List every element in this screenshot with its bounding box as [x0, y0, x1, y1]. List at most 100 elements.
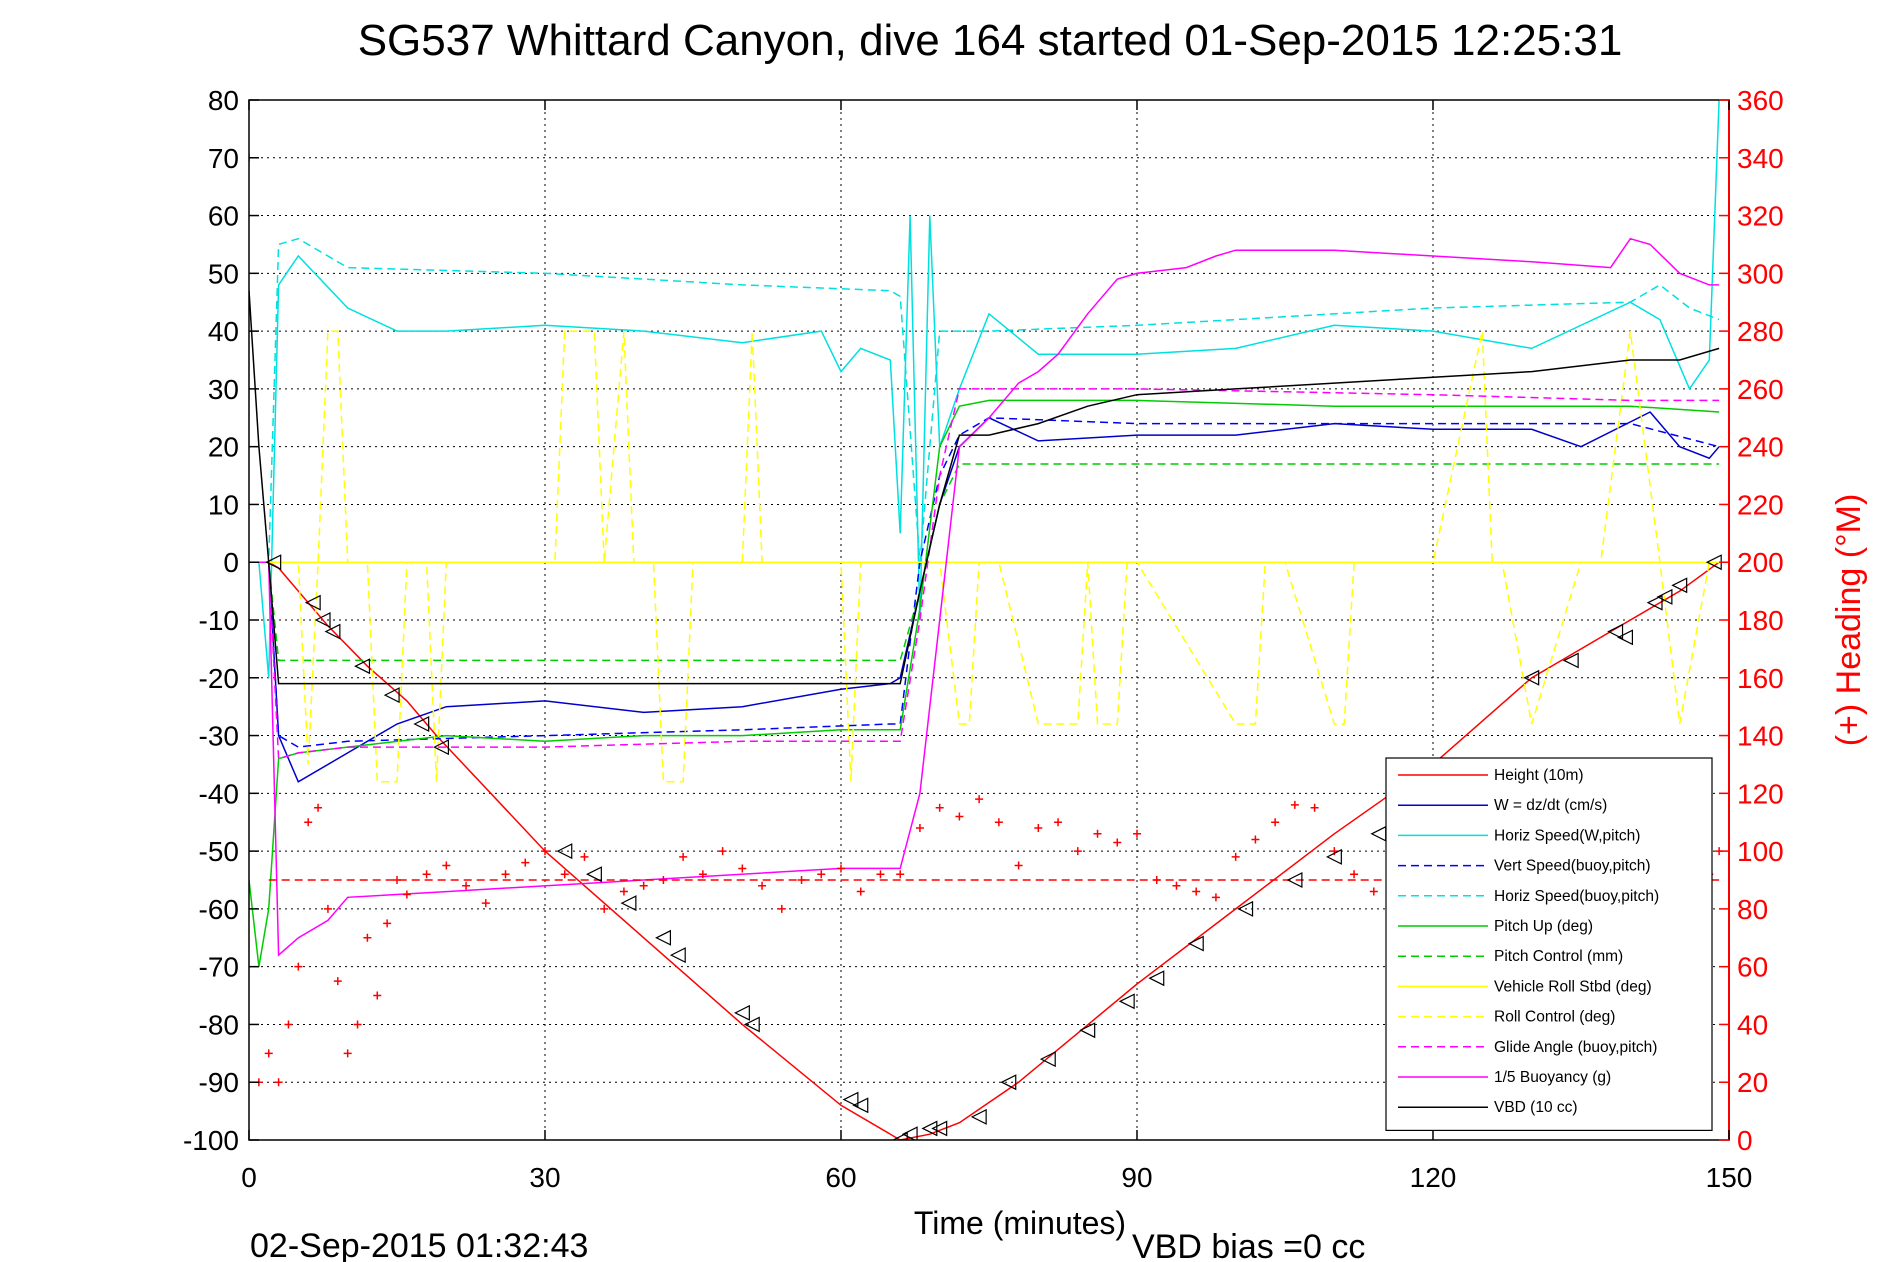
- y-left-tick-label: 10: [208, 489, 239, 520]
- triangle-marker: [1039, 1051, 1056, 1068]
- y-right-tick-label: 120: [1737, 778, 1784, 809]
- y-right-tick-label: 260: [1737, 374, 1784, 405]
- heading-point: [955, 812, 964, 821]
- heading-point: [1073, 847, 1082, 856]
- triangle-marker: [324, 623, 341, 640]
- legend-label: Pitch Up (deg): [1494, 918, 1593, 935]
- y-right-tick-label: 60: [1737, 952, 1768, 983]
- legend-label: Horiz Speed(W,pitch): [1494, 827, 1640, 844]
- heading-point: [1231, 852, 1240, 861]
- heading-point: [343, 1049, 352, 1058]
- right-axis-label: (+) Heading (°M): [1830, 494, 1868, 747]
- legend-label: Glide Angle (buoy,pitch): [1494, 1039, 1657, 1056]
- y-right-tick-label: 340: [1737, 143, 1784, 174]
- triangle-marker: [556, 843, 573, 860]
- triangle-marker: [1187, 935, 1204, 952]
- legend-label: Vert Speed(buoy,pitch): [1494, 858, 1651, 875]
- series-line-6: [249, 463, 1720, 662]
- series-line-1: [249, 411, 1720, 783]
- heading-point: [994, 818, 1003, 827]
- heading-point: [896, 870, 905, 879]
- triangle-marker: [1617, 629, 1633, 646]
- series-line-4: [249, 237, 1720, 563]
- triangle-marker: [304, 594, 321, 611]
- y-right-tick-label: 0: [1737, 1125, 1753, 1156]
- triangle-marker: [1325, 848, 1342, 865]
- series-line-10: [249, 237, 1720, 957]
- triangle-marker: [901, 1126, 918, 1140]
- triangle-marker: [733, 1004, 750, 1021]
- x-tick-label: 90: [1121, 1162, 1152, 1193]
- heading-point: [560, 870, 569, 879]
- heading-point: [856, 887, 865, 896]
- triangle-marker: [1118, 993, 1135, 1010]
- heading-point: [619, 887, 628, 896]
- y-right-tick-label: 240: [1737, 432, 1784, 463]
- heading-point: [1093, 829, 1102, 838]
- heading-point: [462, 881, 471, 890]
- triangle-marker: [1000, 1074, 1017, 1091]
- chart-title: SG537 Whittard Canyon, dive 164 started …: [358, 16, 1623, 65]
- triangle-marker: [852, 1097, 869, 1114]
- heading-point: [718, 847, 727, 856]
- y-left-tick-label: -30: [199, 721, 239, 752]
- triangle-marker: [383, 687, 400, 704]
- heading-point: [698, 870, 707, 879]
- x-tick-label: 30: [529, 1162, 560, 1193]
- heading-point: [284, 1020, 293, 1029]
- triangle-marker: [931, 1120, 948, 1137]
- triangle-marker: [1646, 594, 1663, 611]
- triangle-marker: [1607, 623, 1624, 640]
- x-tick-label: 150: [1706, 1162, 1753, 1193]
- heading-point: [1172, 881, 1181, 890]
- triangle-marker: [1671, 577, 1688, 594]
- heading-point: [521, 858, 530, 867]
- triangle-marker: [1286, 872, 1303, 888]
- heading-point: [294, 962, 303, 971]
- legend-label: Horiz Speed(buoy,pitch): [1494, 888, 1659, 905]
- triangle-marker: [585, 866, 602, 883]
- heading-point: [1310, 803, 1319, 812]
- triangle-marker: [970, 1108, 987, 1125]
- y-left-tick-label: -100: [183, 1125, 239, 1156]
- y-right-tick-label: 20: [1737, 1067, 1768, 1098]
- heading-point: [274, 1078, 283, 1087]
- legend-label: W = dz/dt (cm/s): [1494, 797, 1607, 814]
- heading-point: [1054, 818, 1063, 827]
- triangle-marker: [413, 716, 430, 732]
- y-left-tick-label: -20: [199, 663, 239, 694]
- footer-vbd-bias: VBD bias =0 cc: [1132, 1228, 1365, 1262]
- heading-point: [758, 881, 767, 890]
- heading-point: [738, 864, 747, 873]
- legend-label: Height (10m): [1494, 767, 1584, 784]
- legend-box: [1385, 757, 1713, 1131]
- triangle-marker: [1562, 652, 1579, 669]
- triangle-marker: [314, 612, 331, 628]
- triangle-marker: [265, 554, 282, 571]
- heading-point: [314, 803, 323, 812]
- heading-point: [1271, 818, 1280, 827]
- triangle-marker: [433, 739, 449, 756]
- triangle-marker: [354, 658, 371, 675]
- heading-point: [373, 991, 382, 1000]
- triangle-marker: [842, 1091, 859, 1108]
- y-right-tick-label: 160: [1737, 663, 1784, 694]
- triangle-marker: [891, 1132, 908, 1140]
- heading-point: [353, 1020, 362, 1029]
- y-right-tick-label: 100: [1737, 836, 1784, 867]
- heading-point: [264, 1049, 273, 1058]
- triangle-marker: [921, 1120, 938, 1137]
- heading-point: [600, 904, 609, 913]
- legend-label: VBD (10 cc): [1494, 1099, 1578, 1116]
- heading-point: [975, 795, 984, 804]
- y-right-tick-label: 140: [1737, 721, 1784, 752]
- heading-point: [817, 870, 826, 879]
- triangle-marker: [669, 947, 686, 964]
- y-left-tick-label: -50: [199, 836, 239, 867]
- series-line-8: [249, 330, 1711, 783]
- heading-point: [1192, 887, 1201, 896]
- triangle-marker: [1656, 588, 1673, 605]
- y-right-tick-label: 280: [1737, 316, 1784, 347]
- y-left-tick-label: 20: [208, 432, 239, 463]
